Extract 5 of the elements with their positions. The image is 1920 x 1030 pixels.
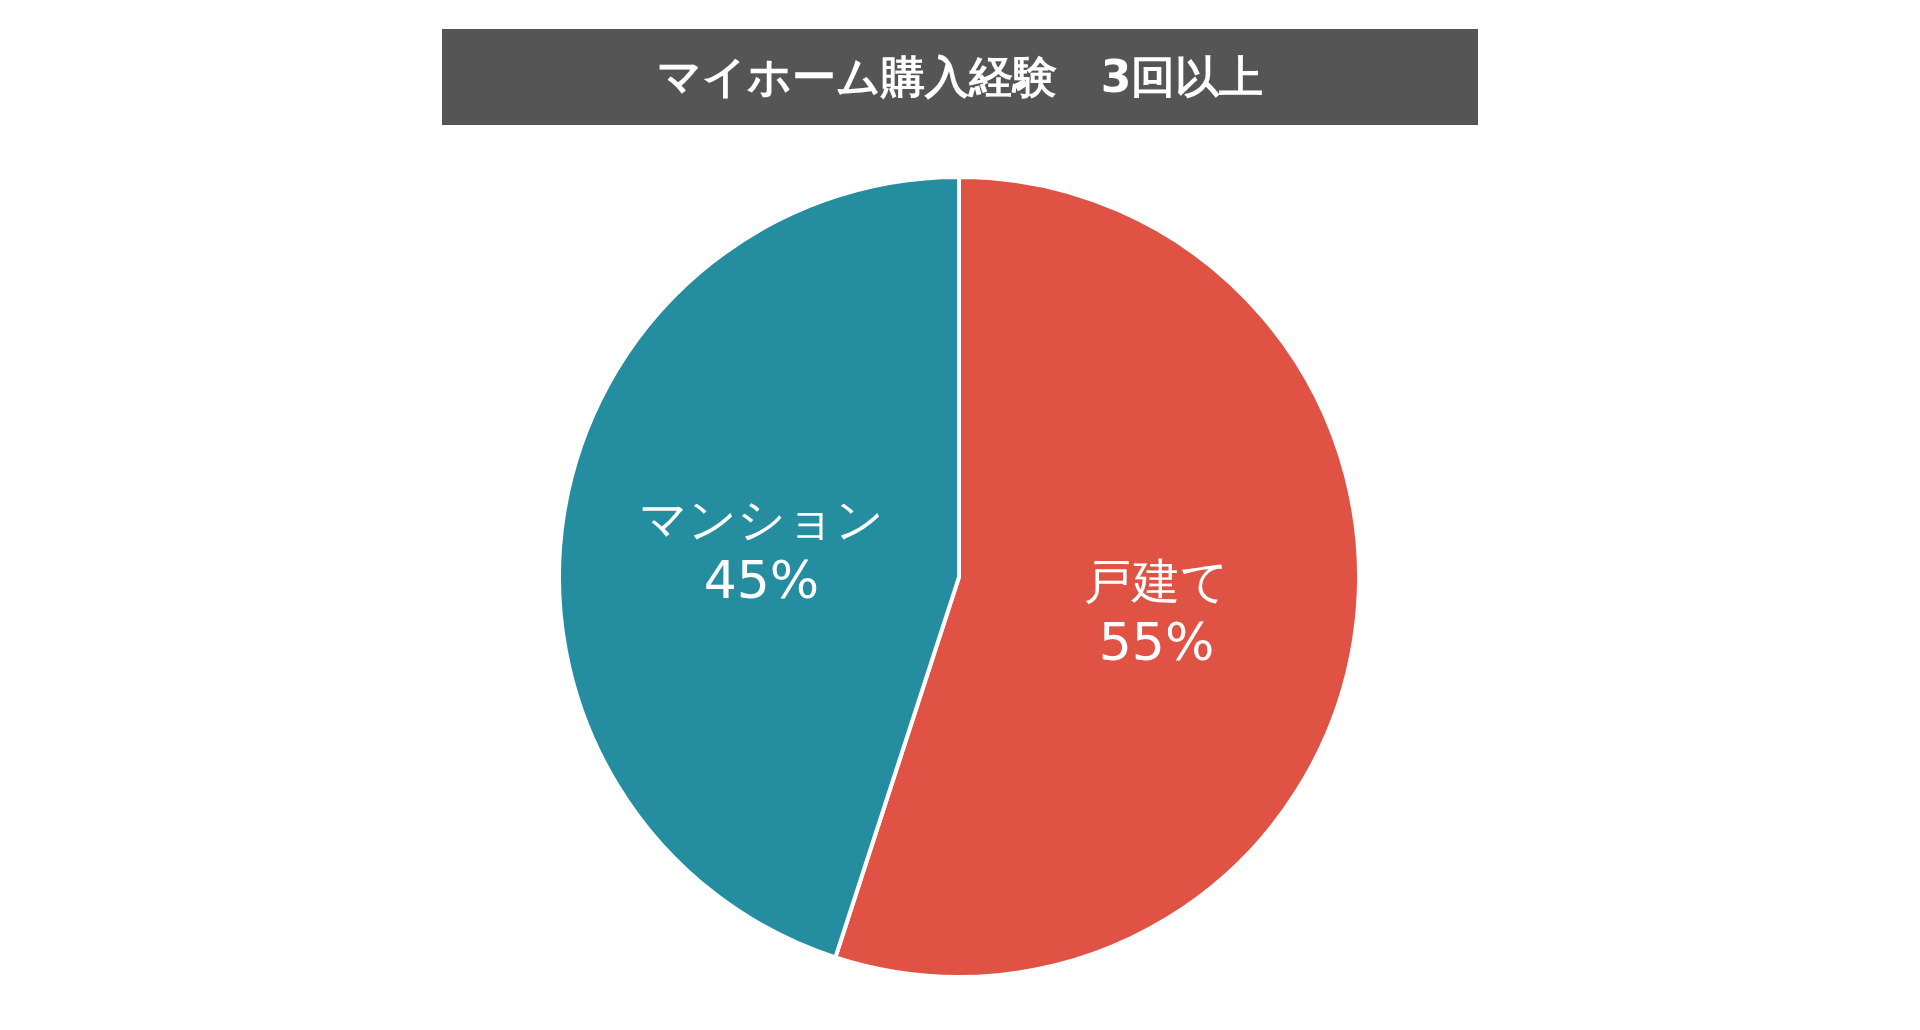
data-label: 55% (1098, 612, 1215, 673)
slice-label: マンション (638, 490, 884, 547)
data-label: 45% (703, 549, 820, 610)
slice-label: 戸建て (1084, 553, 1230, 610)
chart-title: マイホーム購入経験 3回以上 (656, 51, 1264, 102)
